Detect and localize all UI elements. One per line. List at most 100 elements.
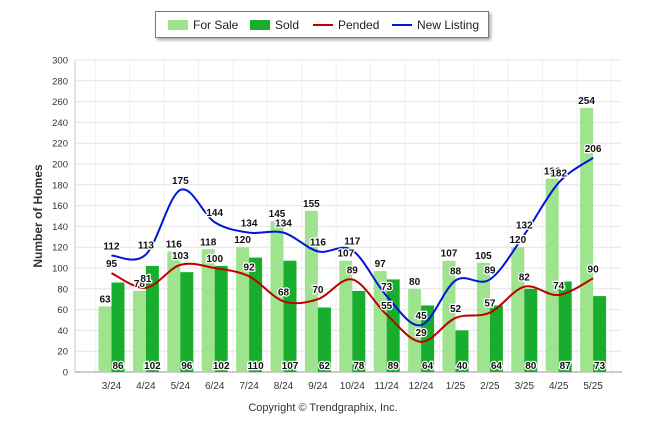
bar-for-sale [511, 247, 525, 372]
x-tick-label: 11/24 [375, 381, 400, 392]
x-tick-label: 10/24 [340, 381, 365, 392]
bar-sold [317, 307, 331, 372]
data-label-for-sale: 105 [475, 251, 492, 262]
data-label-for-sale: 80 [409, 277, 421, 288]
bar-sold [593, 296, 607, 372]
x-tick-label: 9/24 [308, 381, 328, 392]
legend-swatch-sold [250, 19, 270, 30]
data-label-sold: 87 [560, 361, 572, 372]
data-label-pended: 82 [519, 273, 531, 284]
data-label-for-sale: 186 [544, 167, 561, 178]
y-tick-label: 280 [52, 76, 68, 87]
data-label-new-listing: 175 [172, 176, 189, 187]
data-label-for-sale: 254 [578, 96, 595, 107]
legend-label-for-sale: For Sale [193, 17, 239, 32]
x-axis: 3/24 4/24 5/24 6/24 7/24 8/24 9/24 10/24 11/24 12… [75, 371, 622, 392]
bar-sold [386, 279, 400, 372]
y-tick-label: 260 [52, 97, 68, 108]
bar-sold [421, 305, 435, 372]
legend-item-pended: Pended [313, 12, 379, 37]
copyright-text: Copyright © Trendgraphix, Inc. [248, 402, 398, 414]
x-tick-label: 3/25 [515, 381, 535, 392]
legend-swatch-for-sale [168, 19, 188, 30]
y-tick-label: 180 [52, 180, 68, 191]
data-label-new-listing: 88 [450, 266, 462, 277]
bar-sold [558, 281, 572, 372]
y-tick-label: 220 [52, 139, 68, 150]
data-label-sold: 89 [388, 361, 400, 372]
data-label-sold: 110 [248, 361, 265, 372]
lines [111, 156, 594, 343]
legend-item-for-sale: For Sale [168, 12, 238, 37]
data-label-for-sale: 97 [375, 259, 387, 270]
x-tick-label: 4/25 [549, 381, 569, 392]
data-label-sold: 86 [112, 361, 124, 372]
y-tick-label: 120 [52, 243, 68, 254]
data-label-pended: 100 [206, 254, 223, 265]
y-axis-label: Number of Homes [31, 164, 45, 268]
data-label-for-sale: 120 [509, 235, 526, 246]
x-tick-label: 1/25 [446, 381, 466, 392]
data-label-new-listing: 89 [484, 265, 496, 276]
data-label-pended: 29 [416, 328, 428, 339]
bar-sold [455, 330, 469, 372]
legend-swatch-pended [313, 23, 333, 26]
y-tick-label: 0 [63, 368, 68, 379]
data-label-for-sale: 116 [166, 239, 183, 250]
data-label-for-sale: 78 [134, 279, 146, 290]
y-tick-label: 140 [52, 222, 68, 233]
x-tick-label: 5/24 [171, 381, 191, 392]
data-label-pended: 89 [347, 265, 359, 276]
bar-for-sale [339, 260, 353, 372]
data-label-sold: 40 [456, 361, 468, 372]
data-label-new-listing: 117 [344, 236, 361, 247]
data-label-pended: 92 [244, 262, 256, 273]
data-label-pended: 81 [140, 274, 152, 285]
bar-sold [180, 272, 194, 372]
data-label-new-listing: 134 [275, 219, 292, 230]
bar-for-sale [201, 249, 215, 372]
data-label-pended: 90 [588, 264, 600, 275]
legend-item-new-listing: New Listing [392, 12, 479, 37]
data-labels: 63 78 116 118 120 145 155 107 97 80 107 105 120 186 25… [98, 95, 607, 374]
data-label-new-listing: 132 [516, 221, 533, 232]
data-label-pended: 103 [172, 251, 189, 262]
data-label-sold: 102 [144, 361, 161, 372]
data-label-new-listing: 45 [416, 311, 428, 322]
bar-sold [249, 257, 263, 372]
legend-label-pended: Pended [338, 17, 380, 32]
data-label-pended: 68 [278, 287, 290, 298]
y-tick-label: 20 [57, 347, 68, 358]
x-tick-label: 5/25 [583, 381, 603, 392]
bar-for-sale [408, 288, 422, 372]
x-tick-label: 6/24 [205, 381, 225, 392]
legend: For Sale Sold Pended New Listing [155, 11, 489, 38]
data-label-for-sale: 107 [337, 249, 354, 260]
y-tick-label: 200 [52, 160, 68, 171]
data-label-new-listing: 182 [550, 169, 567, 180]
bar-for-sale [236, 247, 250, 372]
data-label-pended: 55 [381, 301, 393, 312]
bar-sold [214, 265, 228, 372]
y-axis: 0 20 40 60 80 100 120 140 160 180 200 220 240 260 280 3… [52, 56, 76, 379]
bar-for-sale [98, 306, 112, 372]
data-label-new-listing: 134 [241, 219, 258, 230]
data-label-sold: 102 [213, 361, 230, 372]
bar-for-sale [167, 251, 181, 372]
data-label-new-listing: 113 [138, 240, 155, 251]
data-label-for-sale: 63 [99, 294, 111, 305]
grid [75, 59, 622, 373]
data-label-new-listing: 144 [206, 208, 223, 219]
line-pended [111, 262, 594, 343]
data-label-for-sale: 107 [441, 249, 458, 260]
x-tick-label: 7/24 [239, 381, 259, 392]
x-tick-label: 2/25 [480, 381, 500, 392]
data-label-pended: 52 [450, 304, 462, 315]
bar-for-sale [132, 290, 146, 372]
legend-label-sold: Sold [275, 17, 300, 32]
data-label-pended: 74 [553, 281, 565, 292]
bar-for-sale [442, 260, 456, 372]
legend-item-sold: Sold [250, 12, 299, 37]
bar-sold [111, 282, 125, 372]
